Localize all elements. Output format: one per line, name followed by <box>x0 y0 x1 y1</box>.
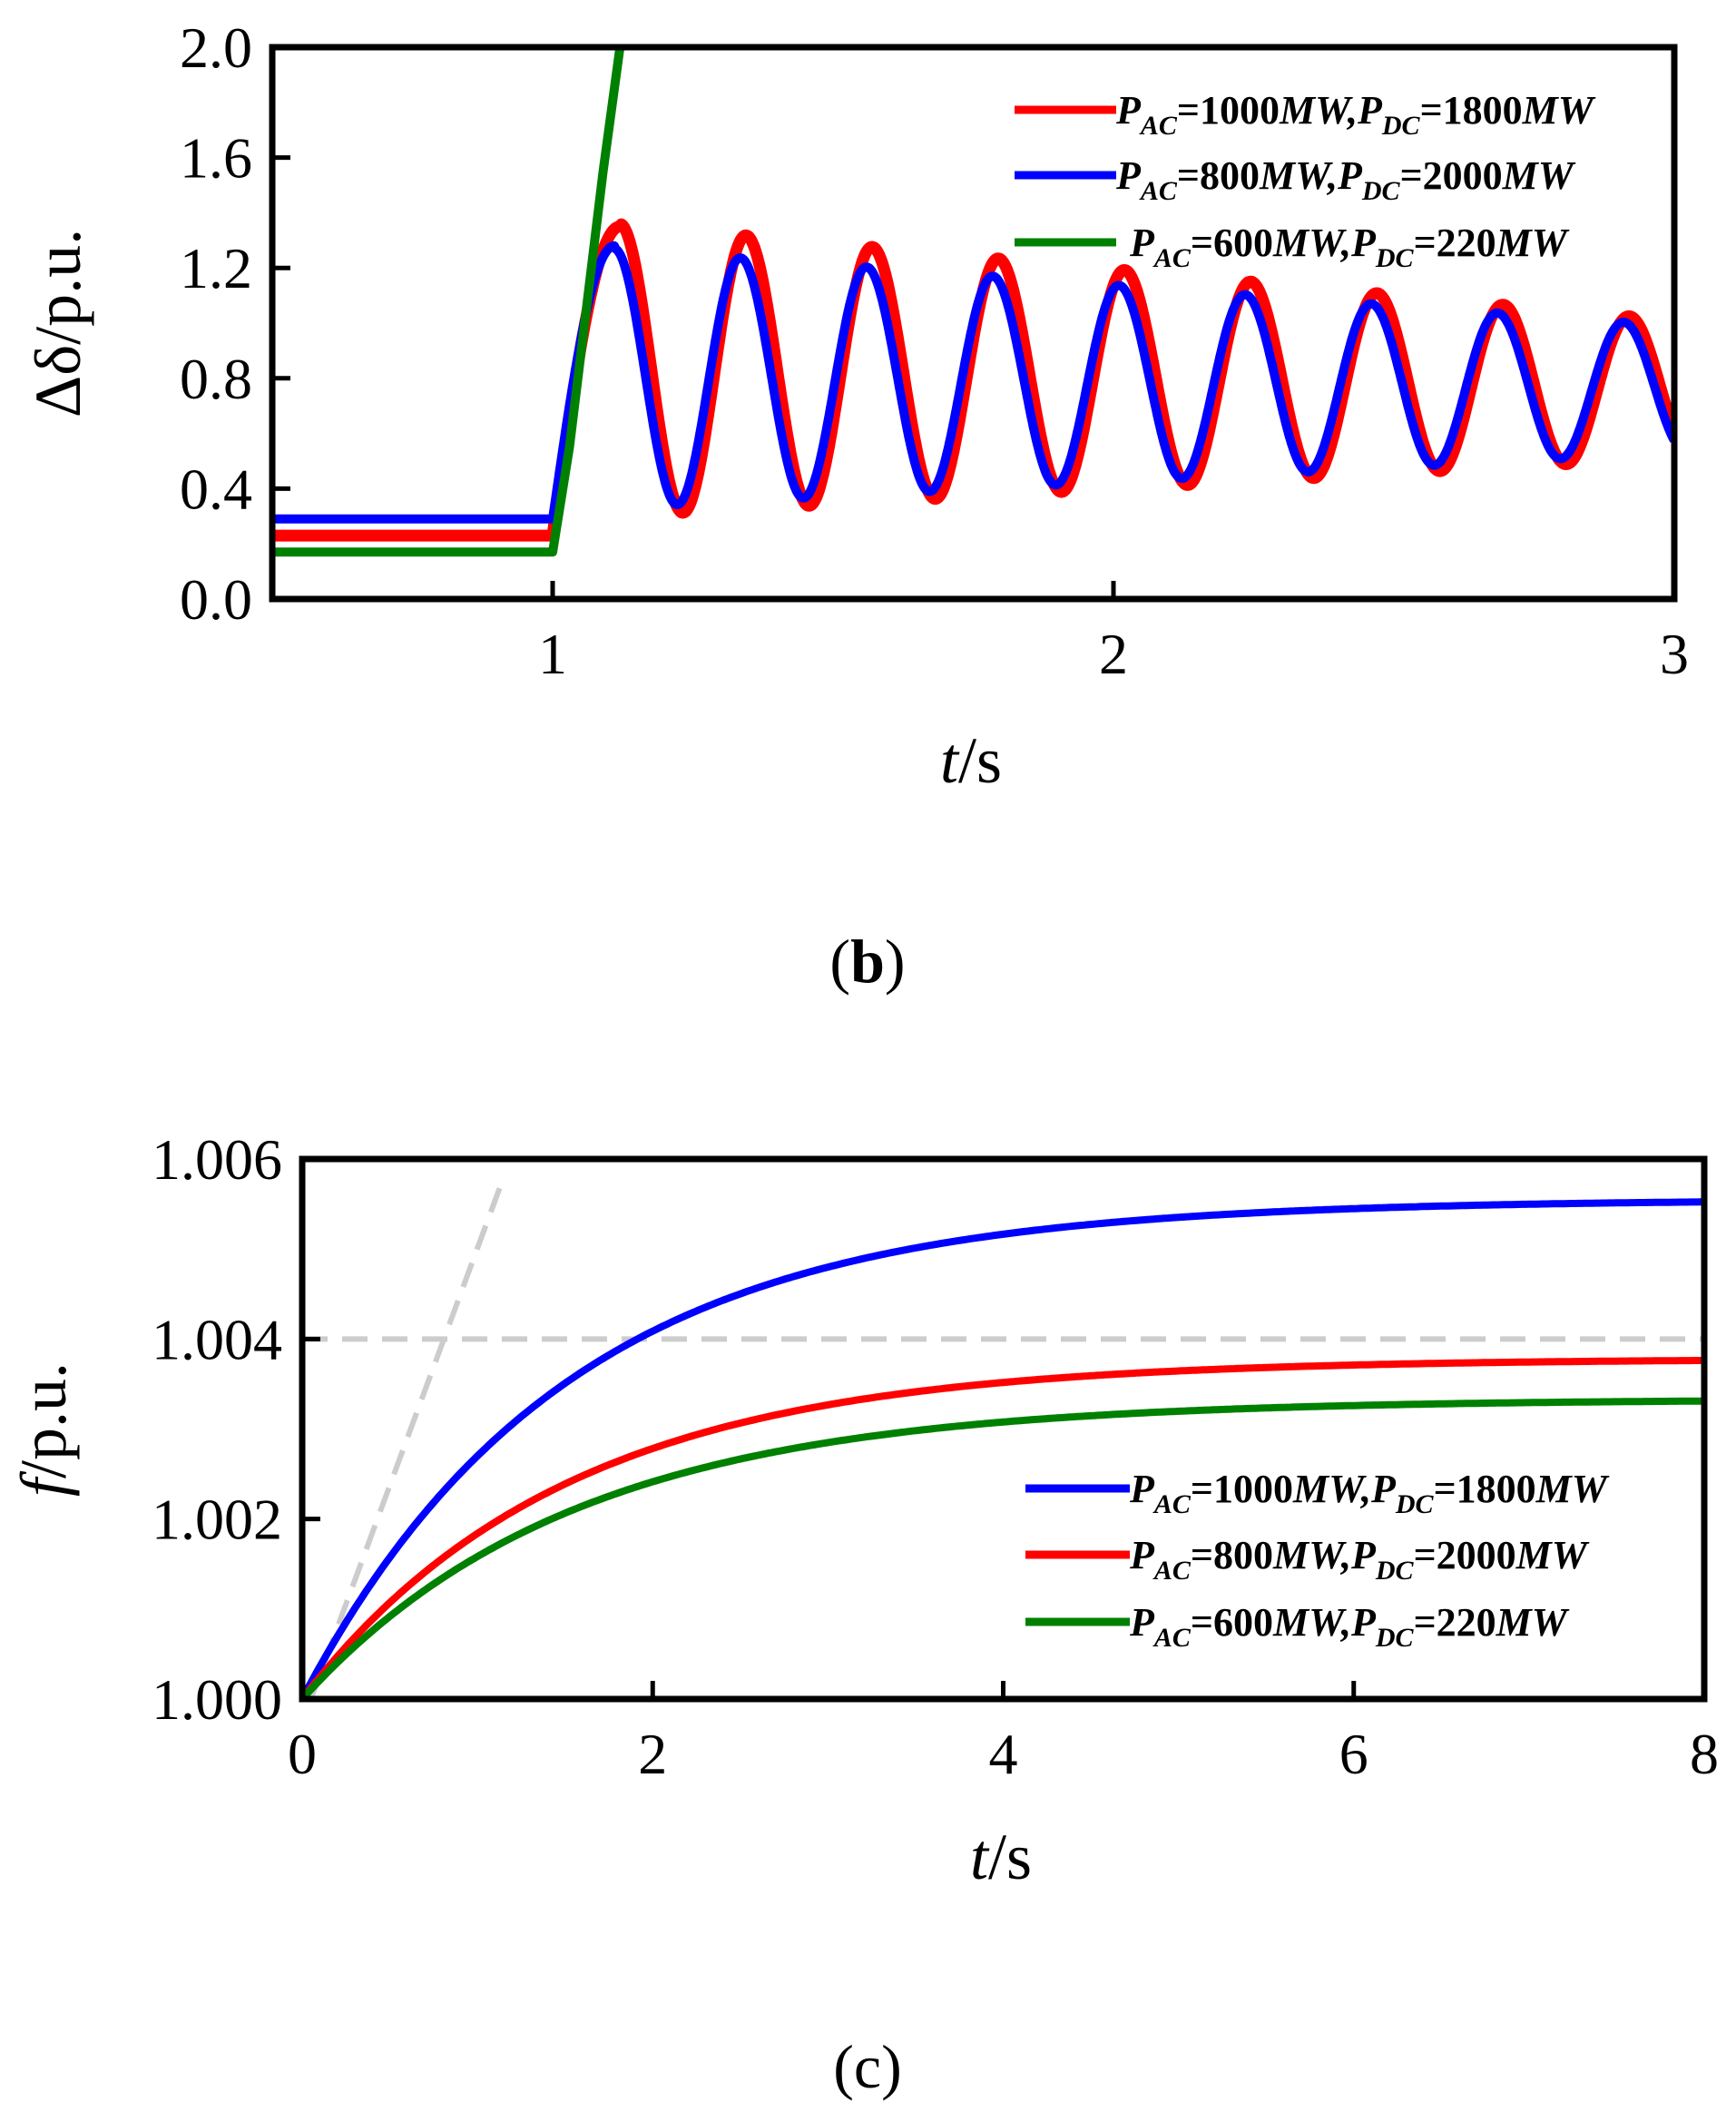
chart-c-legend-label-2: PAC=800MW,PDC=2000MW <box>1129 1533 1590 1586</box>
chart-b-ylabel: Δδ/p.u. <box>22 229 94 417</box>
chart-b-legend-label-2: PAC=800MW,PDC=2000MW <box>1115 153 1576 206</box>
chart-c-ytick-label: 1.000 <box>152 1667 282 1732</box>
chart-c-series-line-1 <box>302 1198 1704 1699</box>
chart-c-xtick-label: 2 <box>638 1722 667 1786</box>
chart-c-ticks: 0 2 4 6 8 1.000 1.002 1.004 1.006 <box>152 1127 1719 1786</box>
chart-b-panel-label: (b) <box>829 927 905 996</box>
chart-b-ytick-label: 0.0 <box>180 567 252 632</box>
chart-c-series-line-3 <box>302 1397 1704 1699</box>
chart-c-ytick-label: 1.006 <box>152 1127 282 1192</box>
chart-b-legend-label-3: PAC=600MW,PDC=220MW <box>1129 221 1570 273</box>
chart-c-series-group <box>302 1175 1704 1699</box>
chart-b-xlabel: t/s <box>940 724 1002 797</box>
chart-b-frame <box>269 44 1678 603</box>
chart-b-xtick-label: 2 <box>1099 622 1128 686</box>
chart-c-panel-label: (c) <box>833 2032 902 2101</box>
chart-c-series-line-2 <box>302 1357 1704 1699</box>
chart-b-series-line-2 <box>272 241 1674 524</box>
chart-b-ytick-label: 1.2 <box>180 236 252 300</box>
chart-c-ylabel: f/p.u. <box>7 1362 80 1497</box>
chart-b-ytick-label: 1.6 <box>180 126 252 191</box>
chart-c-xtick-label: 6 <box>1339 1722 1368 1786</box>
chart-c-xtick-label: 4 <box>989 1722 1018 1786</box>
chart-c-reference-line-tangent <box>308 1175 506 1699</box>
chart-b-series-line-3 <box>272 47 625 557</box>
chart-c-xtick-label: 8 <box>1690 1722 1719 1786</box>
chart-c-xtick-label: 0 <box>288 1722 317 1786</box>
chart-b-xtick-label: 3 <box>1660 622 1689 686</box>
chart-b-series-group <box>272 47 1674 557</box>
chart-c-ytick-label: 1.004 <box>152 1307 282 1371</box>
chart-b-legend: PAC=1000MW,PDC=1800MW PAC=800MW,PDC=2000… <box>1015 88 1596 273</box>
chart-c-legend-label-3: PAC=600MW,PDC=220MW <box>1129 1600 1570 1653</box>
chart-c: 0 2 4 6 8 1.000 1.002 1.004 1.006 t/s f/p.u. PAC… <box>7 1127 1719 2101</box>
chart-b-legend-label-1: PAC=1000MW,PDC=1800MW <box>1115 88 1596 141</box>
chart-b: 1 2 3 0.0 0.4 0.8 1.2 1.6 2.0 t/s Δδ/p.u. PAC=10… <box>22 15 1689 996</box>
chart-c-legend: PAC=1000MW,PDC=1800MW PAC=800MW,PDC=2000… <box>1025 1467 1610 1653</box>
chart-c-ytick-label: 1.002 <box>152 1488 282 1552</box>
chart-b-ytick-label: 0.4 <box>180 457 252 521</box>
chart-b-ytick-label: 2.0 <box>180 15 252 80</box>
chart-c-legend-label-1: PAC=1000MW,PDC=1800MW <box>1129 1467 1610 1519</box>
chart-b-ticks: 1 2 3 0.0 0.4 0.8 1.2 1.6 2.0 <box>180 15 1689 686</box>
chart-b-xtick-label: 1 <box>538 622 567 686</box>
chart-c-xlabel: t/s <box>970 1821 1032 1893</box>
chart-b-ytick-label: 0.8 <box>180 347 252 411</box>
